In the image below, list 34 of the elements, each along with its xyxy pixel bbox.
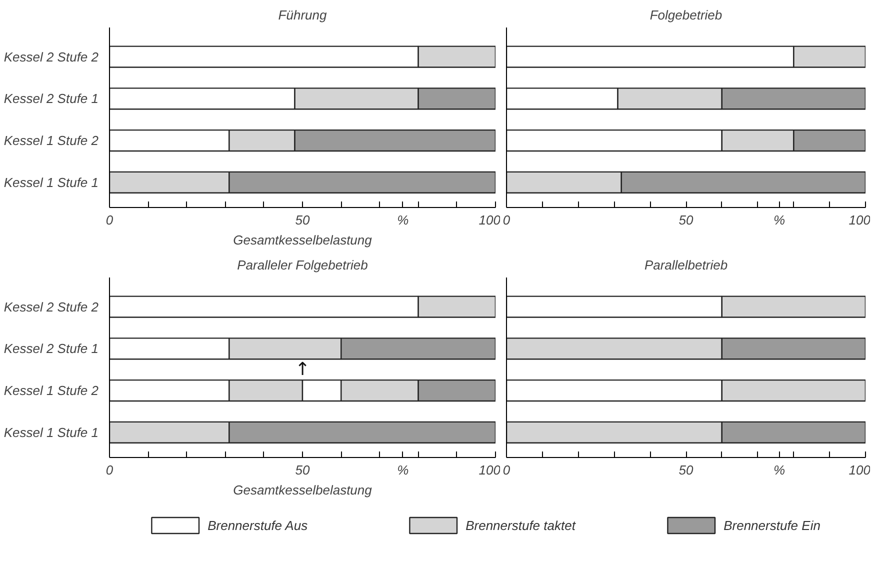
x-tick-label: 0: [106, 462, 114, 478]
annotation: ↑: [294, 359, 310, 380]
legend-label: Brennerstufe Ein: [724, 518, 820, 533]
x-tick-label: 50: [295, 212, 310, 228]
x-tick-label: 0: [502, 212, 511, 228]
chart-title: Parallelbetrieb: [644, 258, 728, 272]
x-tick-label: %: [397, 212, 409, 228]
y-tick-label: Kessel 1 Stufe 1: [4, 174, 99, 190]
x-tick-label: 50: [678, 212, 694, 228]
x-tick-label: 100: [478, 462, 502, 478]
x-tick-label: 50: [295, 462, 310, 478]
x-tick-label: 0: [502, 462, 511, 478]
y-tick-label: Kessel 2 Stufe 1: [4, 91, 99, 106]
y-tick-label: Kessel 1 Stufe 2: [4, 133, 100, 148]
chart-title: Paralleler Folgebetrieb: [237, 258, 368, 272]
x-axis-title: Gesamtkesselbelastung: [233, 232, 373, 248]
x-tick-label: 100: [848, 462, 872, 478]
y-tick-label: Kessel 2 Stufe 1: [4, 341, 99, 356]
chart-title: Führung: [278, 8, 328, 22]
x-tick-label: 0: [106, 212, 114, 228]
y-tick-label: Kessel 2 Stufe 2: [4, 299, 100, 314]
y-tick-label: Kessel 2 Stufe 2: [4, 49, 100, 64]
x-tick-label: 100: [478, 212, 502, 228]
x-tick-label: %: [774, 462, 786, 478]
x-axis-title: Gesamtkesselbelastung: [233, 482, 373, 498]
x-tick-label: 100: [848, 212, 872, 228]
x-tick-label: 50: [678, 462, 694, 478]
chart-title: Folgebetrieb: [650, 8, 722, 22]
legend-label: Brennerstufe Aus: [208, 518, 308, 533]
x-tick-label: %: [774, 212, 786, 228]
y-tick-label: Kessel 1 Stufe 1: [4, 424, 99, 440]
legend-label: Brennerstufe taktet: [466, 518, 577, 533]
x-tick-label: %: [397, 462, 409, 478]
y-tick-label: Kessel 1 Stufe 2: [4, 383, 100, 398]
